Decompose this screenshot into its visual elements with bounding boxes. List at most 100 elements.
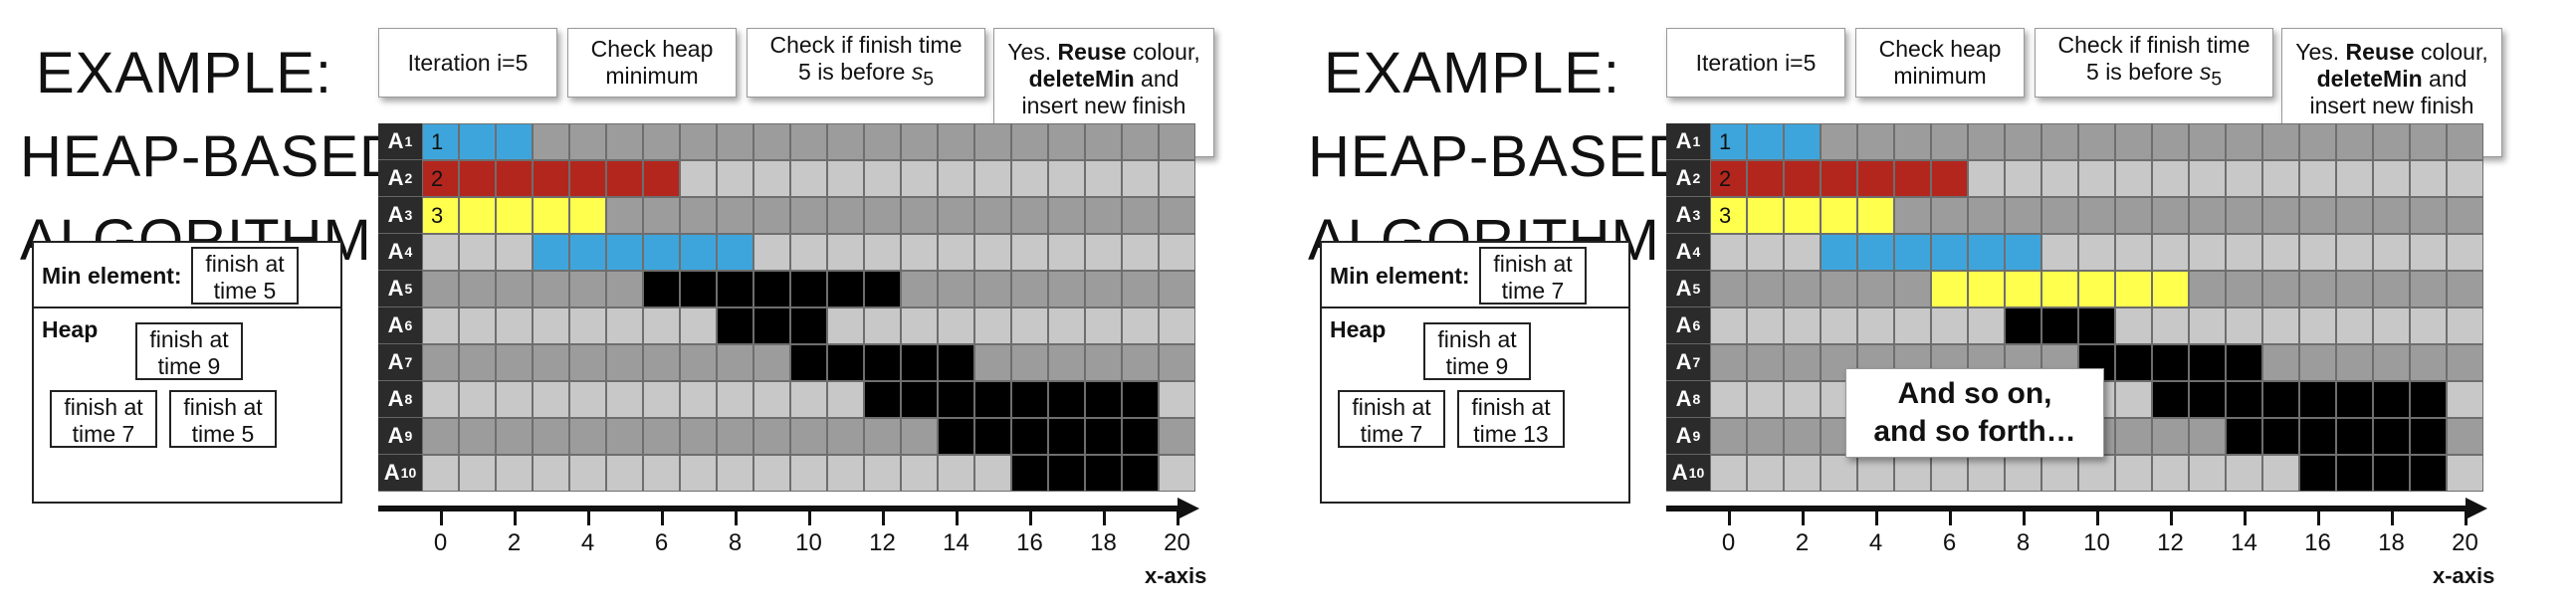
grid-cell — [2410, 123, 2447, 160]
node-text: time 7 — [1501, 278, 1565, 304]
grid-cell — [2410, 197, 2447, 234]
grid-cell — [864, 381, 901, 418]
grid-cell — [1159, 160, 1195, 197]
grid-cell — [1931, 455, 1968, 492]
grid-cell — [2262, 455, 2299, 492]
grid-cell — [1747, 307, 1784, 344]
grid-cell — [569, 123, 606, 160]
grid-cell — [2152, 344, 2189, 381]
grid-cell — [2373, 307, 2410, 344]
x-tick-label: 18 — [2378, 529, 2405, 556]
grid-cell — [753, 123, 790, 160]
x-tick — [2243, 511, 2247, 525]
grid-cell — [2041, 160, 2078, 197]
grid-cell — [2336, 344, 2373, 381]
grid-cell — [1857, 271, 1894, 307]
grid-cell — [1784, 234, 1821, 271]
grid-cell — [2262, 381, 2299, 418]
grid-cell — [2226, 160, 2262, 197]
grid-cell — [2262, 234, 2299, 271]
grid-cell — [753, 344, 790, 381]
grid-cell — [1122, 160, 1159, 197]
grid-cell — [2262, 307, 2299, 344]
title-line: HEAP-BASED — [20, 124, 402, 189]
grid-cell — [459, 344, 496, 381]
grid-cell — [2373, 271, 2410, 307]
grid-cell — [459, 123, 496, 160]
grid-cell — [2041, 123, 2078, 160]
grid-cell — [2115, 381, 2152, 418]
min-element-box: Min element: finish at time 5 — [32, 241, 342, 310]
grid-cell — [2041, 197, 2078, 234]
node-text: time 5 — [191, 421, 255, 447]
x-tick-label: 10 — [2083, 529, 2110, 556]
grid-cell — [864, 197, 901, 234]
grid-cell — [790, 307, 827, 344]
grid-cell — [827, 234, 864, 271]
grid-cell — [496, 418, 533, 455]
grid-cell — [2447, 123, 2483, 160]
grid-cell — [1011, 160, 1048, 197]
grid-cell — [643, 197, 680, 234]
grid-cell — [1747, 234, 1784, 271]
grid-cell — [717, 271, 753, 307]
grid-cell — [2189, 381, 2226, 418]
grid-cell — [533, 160, 569, 197]
step-text: Yes. Reuse colour, deleteMin and insert ne… — [1007, 39, 1200, 145]
x-tick-label: 20 — [1164, 529, 1190, 556]
x-tick — [1176, 511, 1180, 525]
grid-cell — [2115, 344, 2152, 381]
grid-cell — [1710, 234, 1747, 271]
grid-cell — [2336, 455, 2373, 492]
grid-cell — [1931, 197, 1968, 234]
grid-cell — [1968, 307, 2005, 344]
grid-cell — [1747, 197, 1784, 234]
row-number: 3 — [431, 203, 444, 228]
grid-cell — [827, 197, 864, 234]
grid-cell — [1048, 123, 1085, 160]
node-text: finish at — [205, 251, 285, 277]
row-number: 2 — [431, 166, 444, 191]
grid-cell — [1085, 234, 1122, 271]
x-tick — [439, 511, 443, 525]
grid-cell — [1857, 197, 1894, 234]
grid-cell — [2005, 271, 2041, 307]
heap-label: Heap — [42, 316, 99, 342]
grid-cell — [2336, 418, 2373, 455]
grid-cell — [1085, 197, 1122, 234]
grid-cell — [2078, 271, 2115, 307]
grid-cell — [901, 197, 938, 234]
grid-cell — [680, 307, 717, 344]
grid-cell — [901, 271, 938, 307]
grid-cell — [827, 271, 864, 307]
grid-cell — [533, 418, 569, 455]
node-text: finish at — [183, 394, 263, 420]
grid-cell — [2299, 307, 2336, 344]
grid-cell — [680, 344, 717, 381]
grid-cell — [2189, 160, 2226, 197]
grid-cell — [1011, 418, 1048, 455]
grid-cell — [974, 234, 1011, 271]
grid-cell — [1821, 307, 1857, 344]
grid-cell — [533, 344, 569, 381]
grid-cell — [753, 234, 790, 271]
grid-cell — [2078, 123, 2115, 160]
callout-text: And so on, — [1897, 377, 2052, 410]
grid-cell — [643, 418, 680, 455]
x-tick-label: 0 — [433, 529, 448, 556]
x-tick — [1874, 511, 1878, 525]
grid-cell — [643, 381, 680, 418]
grid-cell — [2226, 197, 2262, 234]
grid-cell — [2299, 123, 2336, 160]
grid-cell — [569, 455, 606, 492]
grid-cell — [901, 381, 938, 418]
grid-cell — [1048, 234, 1085, 271]
grid-cell — [422, 307, 459, 344]
grid-cell — [1011, 455, 1048, 492]
